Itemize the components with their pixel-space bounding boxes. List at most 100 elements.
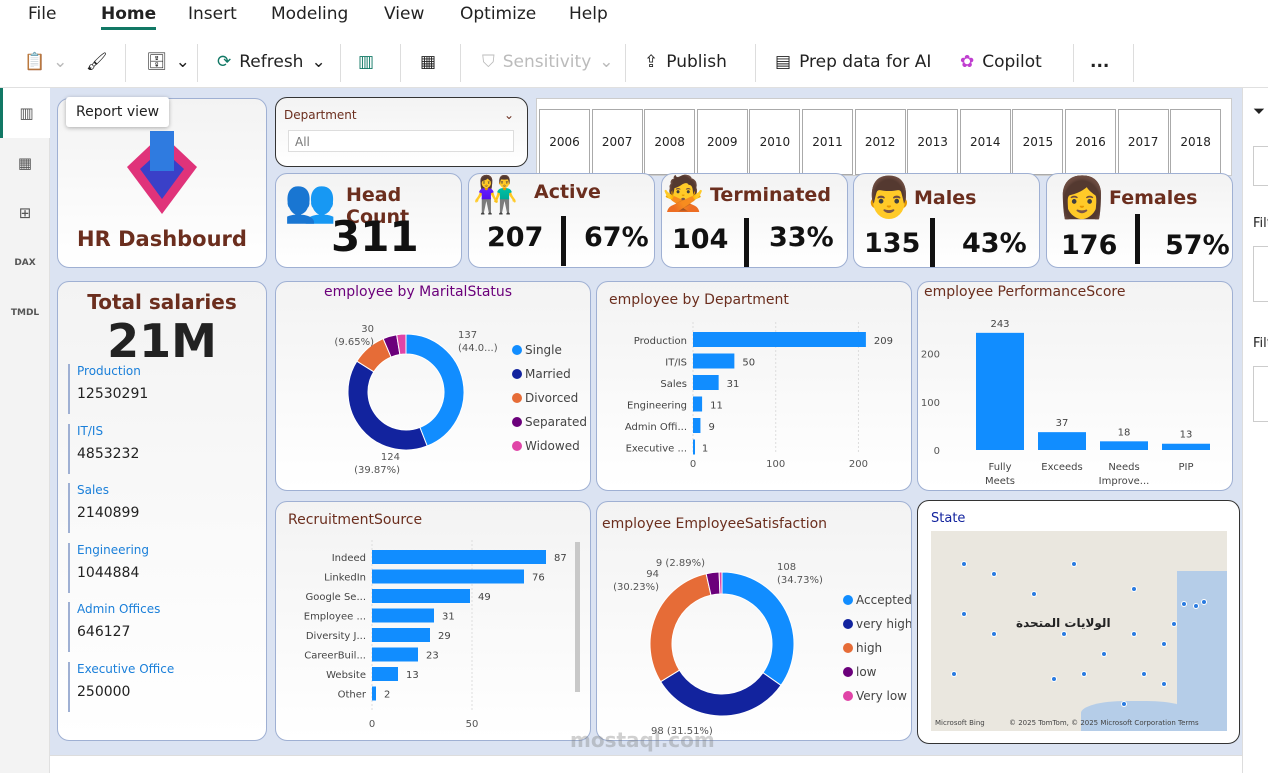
prep-data-button[interactable]: ▤ Prep data for AI [775, 52, 931, 72]
dax-query-icon[interactable]: DAX [14, 258, 36, 268]
get-data-button[interactable]: 🗄 ⌄ [146, 52, 190, 72]
map-point[interactable] [1121, 701, 1127, 707]
map-point[interactable] [951, 671, 957, 677]
year-2018[interactable]: 2018 [1170, 109, 1222, 175]
year-2007[interactable]: 2007 [591, 109, 643, 175]
data-label: 18 [1118, 427, 1131, 438]
tab-optimize[interactable]: Optimize [460, 4, 537, 24]
terminated-icon: 🙅 [662, 174, 705, 214]
year-2016[interactable]: 2016 [1065, 109, 1116, 175]
year-2017[interactable]: 2017 [1117, 109, 1169, 175]
filter-icon[interactable]: ⏷ [1253, 102, 1266, 120]
x-category-label: Improve... [1099, 476, 1150, 487]
map-point[interactable] [1071, 561, 1077, 567]
tab-file[interactable]: File [28, 4, 57, 24]
data-label: 137 [458, 330, 477, 341]
year-2008[interactable]: 2008 [644, 109, 696, 175]
marital-status-chart: employee by MaritalStatus 137 (44.0...) Sin… [275, 281, 591, 491]
map-point[interactable] [1141, 671, 1147, 677]
map-point[interactable] [991, 571, 997, 577]
filter-well[interactable] [1253, 366, 1268, 422]
map-point[interactable] [1031, 591, 1037, 597]
year-2010[interactable]: 2010 [749, 109, 801, 175]
map-point[interactable] [961, 561, 967, 567]
map-point[interactable] [1161, 641, 1167, 647]
tab-home[interactable]: Home [101, 4, 157, 30]
slicer-header[interactable]: Department ⌄ [284, 108, 514, 122]
data-label: 11 [710, 401, 723, 412]
year-2014[interactable]: 2014 [959, 109, 1011, 175]
report-view-icon[interactable]: ▥ [0, 88, 50, 138]
legend-item: Widowed [525, 439, 580, 453]
y-category-label: CareerBuil... [304, 651, 366, 662]
tab-modeling[interactable]: Modeling [271, 4, 349, 24]
map-point[interactable] [1171, 621, 1177, 627]
data-label: 94 [646, 569, 659, 580]
x-category-label: Fully [988, 462, 1011, 473]
salary-value: 12530291 [77, 386, 149, 402]
department-slicer: Department ⌄ All [275, 97, 528, 167]
brush-icon: 🖌 [86, 52, 108, 72]
x-category-label: Meets [985, 476, 1015, 487]
paste-button[interactable]: 📋 ⌄ [24, 52, 68, 72]
report-canvas: HR Dashbourd Department ⌄ All 2006 2007 200… [50, 88, 1242, 755]
map-point[interactable] [1061, 631, 1067, 637]
year-2011[interactable]: 2011 [802, 109, 853, 175]
map-point[interactable] [1193, 603, 1199, 609]
data-label: 29 [438, 631, 451, 642]
salary-item: IT/IS 4853232 [68, 423, 139, 474]
publish-button[interactable]: ⇪ Publish [644, 52, 727, 72]
map-point[interactable] [1131, 631, 1137, 637]
tab-view[interactable]: View [384, 4, 425, 24]
map-point[interactable] [991, 631, 997, 637]
year-2009[interactable]: 2009 [696, 109, 748, 175]
year-2006[interactable]: 2006 [539, 109, 590, 175]
copilot-button[interactable]: ✿ Copilot [960, 52, 1042, 72]
year-2015[interactable]: 2015 [1012, 109, 1064, 175]
tab-insert[interactable]: Insert [188, 4, 237, 24]
bar-7 [372, 686, 376, 701]
publish-label: Publish [666, 52, 727, 72]
map-point[interactable] [1081, 671, 1087, 677]
sensitivity-button[interactable]: ⛉ Sensitivity ⌄ [482, 52, 614, 72]
map[interactable]: الولايات المتحدة Microsoft Bing © 2025 T… [931, 531, 1227, 731]
tmdl-view-icon[interactable]: TMDL [10, 308, 40, 318]
y-category-label: Executive ... [626, 444, 687, 455]
year-2012[interactable]: 2012 [854, 109, 906, 175]
calculator-icon: ▦ [420, 52, 437, 72]
table-view-icon[interactable]: ▦ [17, 154, 33, 172]
chart-add-icon: ▥ [358, 52, 375, 72]
map-attribution[interactable]: © 2025 TomTom, © 2025 Microsoft Corporat… [1009, 719, 1199, 727]
copilot-icon: ✿ [960, 52, 975, 72]
tab-help[interactable]: Help [569, 4, 608, 24]
salary-value: 250000 [77, 683, 131, 700]
tooltip: Report view [66, 97, 170, 127]
year-2013[interactable]: 2013 [907, 109, 959, 175]
calculator-button[interactable]: ▦ [420, 52, 436, 72]
scrollbar[interactable] [575, 542, 580, 692]
map-point[interactable] [1181, 601, 1187, 607]
data-label: 209 [874, 336, 893, 347]
map-point[interactable] [1051, 676, 1057, 682]
y-category-label: Admin Offi... [625, 422, 687, 433]
clipboard-icon: 📋 [24, 52, 46, 72]
data-label: 23 [426, 651, 439, 662]
terminated-count: 104 [672, 224, 729, 255]
slicer-dropdown[interactable]: All [288, 130, 514, 152]
map-point[interactable] [1161, 681, 1167, 687]
map-point[interactable] [961, 611, 967, 617]
data-label: 9 [708, 422, 714, 433]
model-view-icon[interactable]: ⊞ [18, 204, 32, 222]
filters-pane: ⏷ Filt Filt [1242, 88, 1268, 773]
map-point[interactable] [1101, 651, 1107, 657]
refresh-button[interactable]: ⟳ Refresh ⌄ [217, 52, 326, 72]
more-button[interactable]: ... [1090, 52, 1110, 72]
new-visual-button[interactable]: ▥ [358, 52, 374, 72]
donut-slice-high [649, 573, 712, 683]
y-category-label: Employee ... [304, 612, 366, 623]
format-painter-button[interactable]: 🖌 [86, 52, 108, 72]
map-point[interactable] [1131, 586, 1137, 592]
data-label: 30 [361, 324, 374, 335]
map-point[interactable] [1201, 599, 1207, 605]
filter-well[interactable] [1253, 246, 1268, 302]
